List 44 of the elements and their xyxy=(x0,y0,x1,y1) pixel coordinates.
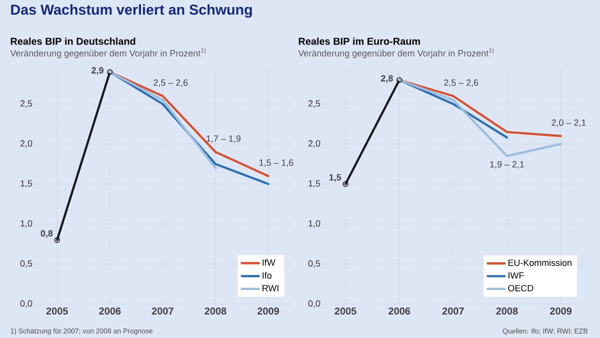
x-tick-label: 2006 xyxy=(388,308,410,315)
y-tick-label: 2,5 xyxy=(308,100,320,108)
x-tick-label: 2007 xyxy=(152,308,174,315)
annotation: 1,5 – 1,6 xyxy=(259,159,294,167)
y-tick-label: 1,0 xyxy=(308,220,320,228)
annotation: 1,7 – 1,9 xyxy=(206,135,240,143)
y-tick-label: 1,5 xyxy=(20,180,32,188)
line-series xyxy=(398,78,562,158)
legend-label: RWI xyxy=(262,285,278,292)
annotation: 2,5 – 2,6 xyxy=(154,79,188,87)
x-tick-label: 2007 xyxy=(442,308,464,315)
x-tick-label: 2006 xyxy=(99,308,121,315)
y-tick-label: 1,5 xyxy=(308,180,320,188)
legend-label: Ifo xyxy=(262,272,272,279)
chart-title: Reales BIP in Deutschland xyxy=(10,37,136,45)
y-tick-label: 2,0 xyxy=(308,140,320,148)
x-tick-label: 2008 xyxy=(204,308,226,315)
chart-title: Reales BIP im Euro-Raum xyxy=(298,37,420,45)
x-tick-label: 2008 xyxy=(496,308,518,315)
x-tick-label: 2005 xyxy=(46,308,68,315)
chart-subtitle: Veränderung gegenüber dem Vorjahr in Prozent$^{1)}$ xyxy=(298,48,494,58)
annotation: 2,9 xyxy=(92,67,104,75)
y-tick-label: 0,5 xyxy=(308,260,320,268)
x-tick-label: 2005 xyxy=(334,308,356,315)
x-tick-label: 2009 xyxy=(550,308,572,315)
chart-subtitle: Veränderung gegenüber dem Vorjahr in Prozent$^{1)}$ xyxy=(10,48,206,58)
legend-label: IWF xyxy=(508,272,524,279)
text: Das Wachstum verliert an Schwung xyxy=(11,4,252,18)
y-tick-label: 0,5 xyxy=(20,260,32,268)
y-tick-label: 1,0 xyxy=(20,220,32,228)
legend-label: OECD xyxy=(508,284,534,292)
x-tick-label: 2009 xyxy=(258,308,279,315)
legend-label: IfW xyxy=(262,259,276,266)
y-tick-label: 0,0 xyxy=(308,300,320,308)
annotation: 1,5 xyxy=(329,174,342,182)
annotation: 1,9 – 2,1 xyxy=(490,161,524,169)
y-tick-label: 0,0 xyxy=(20,300,32,308)
annotation: 2,0 – 2,1 xyxy=(552,119,586,127)
annotation: 2,8 xyxy=(381,75,393,83)
y-tick-label: 2,0 xyxy=(20,140,32,148)
annotation: 2,5 – 2,6 xyxy=(444,79,478,87)
annotation: 0,8 xyxy=(40,230,53,238)
y-tick-label: 2,5 xyxy=(20,100,32,108)
legend-label: EU-Kommission xyxy=(508,259,572,266)
